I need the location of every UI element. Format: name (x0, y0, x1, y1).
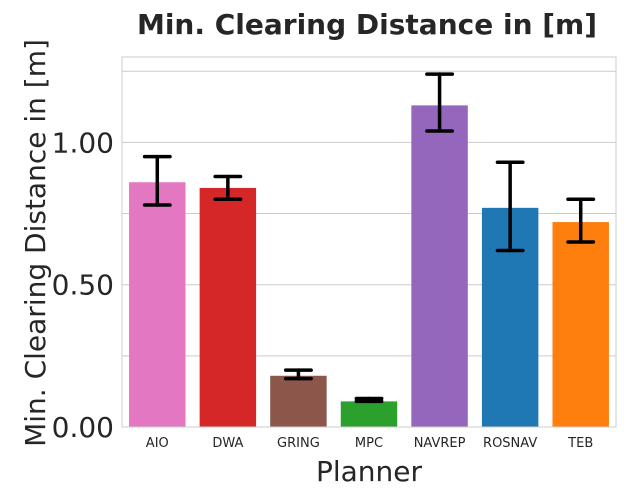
x-tick-label: ROSNAV (483, 436, 537, 451)
gridlines (122, 71, 616, 427)
bar-dwa (200, 188, 256, 427)
chart-title: Min. Clearing Distance in [m] (137, 8, 597, 41)
y-tick-label: 0.00 (52, 411, 114, 444)
x-tick-label: GRING (277, 436, 320, 451)
bar-gring (270, 376, 326, 427)
x-tick-label: MPC (355, 436, 383, 451)
bars (129, 105, 609, 427)
x-tick-labels: AIO DWA GRING MPC NAVREP ROSNAV TEB (146, 436, 593, 451)
x-axis-label: Planner (316, 455, 423, 488)
y-tick-labels: 0.00 0.50 1.00 (52, 126, 114, 444)
bar-aio (129, 182, 185, 427)
x-tick-label: NAVREP (414, 436, 466, 451)
x-tick-label: AIO (146, 436, 169, 451)
bar-navrep (411, 105, 467, 427)
y-tick-label: 0.50 (52, 269, 114, 302)
x-tick-label: DWA (212, 436, 243, 451)
x-tick-label: TEB (567, 436, 593, 451)
y-tick-label: 1.00 (52, 126, 114, 159)
y-axis-label: Min. Clearing Distance in [m] (19, 39, 52, 447)
bar-teb (552, 222, 608, 427)
bar-mpc (341, 401, 397, 427)
plot-frame (122, 57, 616, 427)
